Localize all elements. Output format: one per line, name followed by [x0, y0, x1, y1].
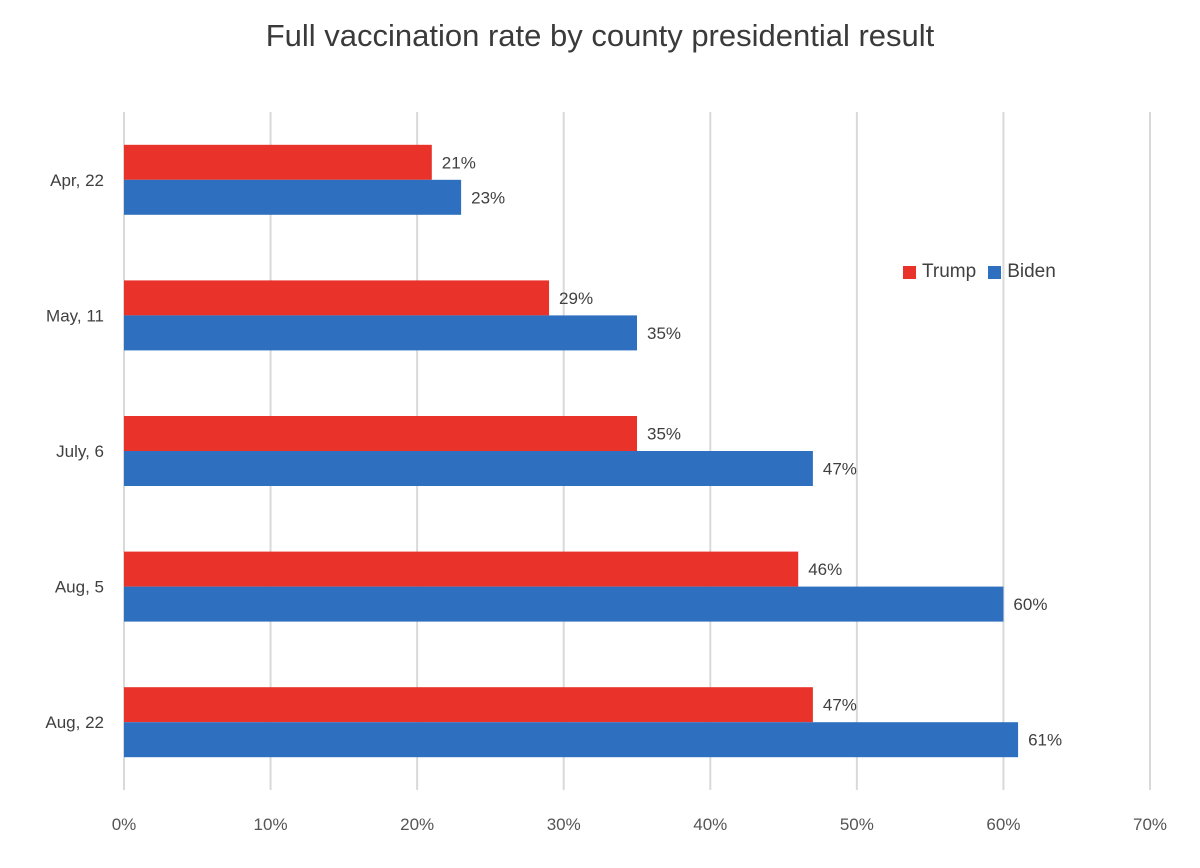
category-label: May, 11 — [46, 306, 104, 325]
legend-swatch-trump — [903, 265, 916, 279]
category-label: Aug, 22 — [45, 713, 104, 732]
legend-label-trump: Trump — [922, 261, 977, 282]
legend-item-trump: Trump — [903, 261, 976, 283]
data-label: 47% — [823, 460, 857, 479]
legend-item-biden: Biden — [988, 261, 1056, 283]
x-tick-label: 30% — [547, 815, 581, 834]
legend-label-biden: Biden — [1007, 261, 1056, 282]
data-label: 35% — [647, 425, 681, 444]
data-label: 46% — [808, 560, 842, 579]
bar-trump — [124, 280, 550, 316]
legend-swatch-biden — [988, 265, 1002, 279]
data-label: 60% — [1013, 595, 1047, 614]
bar-biden — [124, 586, 1004, 622]
category-label: Apr, 22 — [50, 171, 104, 190]
x-tick-label: 20% — [400, 815, 434, 834]
x-tick-label: 60% — [986, 815, 1020, 834]
category-label: July, 6 — [56, 442, 104, 461]
x-tick-label: 70% — [1133, 815, 1167, 834]
bar-trump — [124, 416, 637, 451]
x-tick-label: 50% — [840, 815, 874, 834]
bar-biden — [124, 315, 637, 351]
data-label: 47% — [823, 696, 857, 715]
data-label: 35% — [647, 324, 681, 343]
bar-biden — [124, 722, 1019, 758]
bar-trump — [124, 687, 813, 723]
x-tick-label: 40% — [693, 815, 727, 834]
bar-trump — [124, 551, 799, 587]
bar-biden — [124, 451, 813, 486]
x-tick-label: 10% — [254, 815, 288, 834]
data-label: 23% — [471, 188, 505, 207]
data-label: 21% — [442, 153, 476, 172]
bar-trump — [124, 144, 432, 180]
bar-biden — [124, 179, 462, 215]
chart-title: Full vaccination rate by county presiden… — [265, 18, 935, 53]
x-tick-label: 0% — [112, 815, 137, 834]
category-label: Aug, 5 — [55, 578, 104, 597]
data-label: 61% — [1028, 731, 1062, 750]
chart-legend: Trump Biden — [903, 261, 1068, 283]
data-label: 29% — [559, 289, 593, 308]
